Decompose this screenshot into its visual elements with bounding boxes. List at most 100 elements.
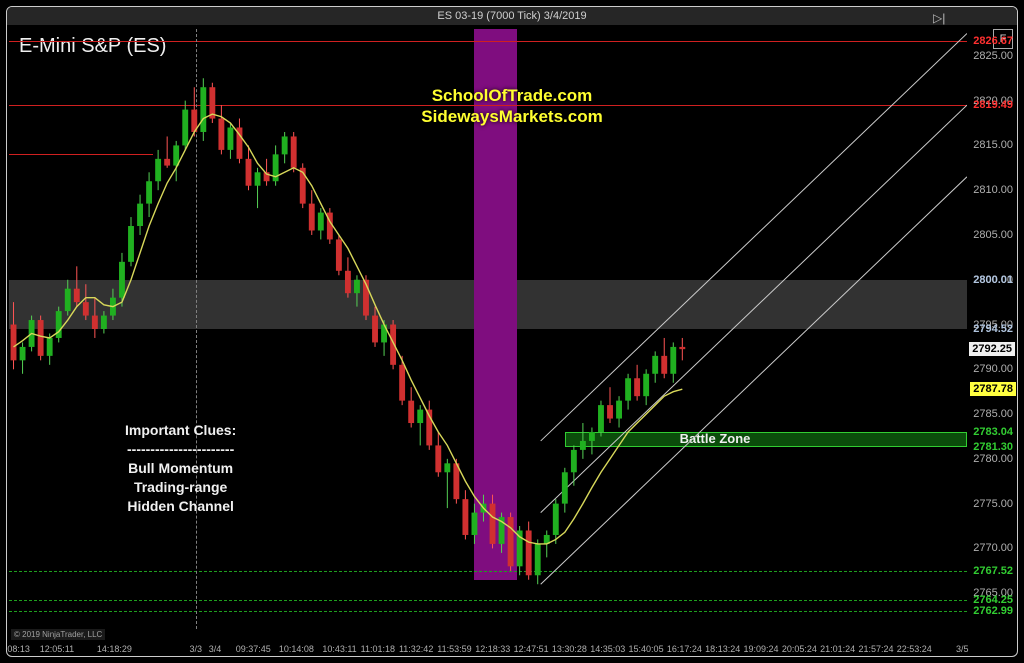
chart-window: ES 03-19 (7000 Tick) 3/4/2019 F E-Mini S… bbox=[6, 6, 1018, 657]
candle-body bbox=[472, 513, 478, 535]
clues-divider: ----------------------- bbox=[125, 440, 236, 459]
candle-body bbox=[92, 316, 98, 329]
window-title: ES 03-19 (7000 Tick) 3/4/2019 bbox=[437, 10, 586, 22]
candle-body bbox=[146, 181, 152, 203]
candle-body bbox=[679, 347, 685, 349]
candle-body bbox=[38, 320, 44, 356]
x-tick-label: 11:32:42 bbox=[399, 644, 433, 654]
x-tick-label: 10:43:11 bbox=[322, 644, 356, 654]
candle-body bbox=[47, 338, 53, 356]
candle-body bbox=[137, 204, 143, 226]
candle-body bbox=[580, 441, 586, 450]
x-tick-label: 11:53:59 bbox=[437, 644, 471, 654]
candle-body bbox=[408, 401, 414, 423]
candle-body bbox=[128, 226, 134, 262]
x-tick-label: 14:35:03 bbox=[590, 644, 625, 654]
x-tick-label: 20:05:24 bbox=[782, 644, 817, 654]
candle-body bbox=[164, 159, 170, 166]
candle-body bbox=[354, 280, 360, 293]
channel-mid bbox=[541, 105, 967, 512]
candle-body bbox=[345, 271, 351, 293]
candle-body bbox=[291, 136, 297, 167]
candle-body bbox=[625, 378, 631, 400]
price-level-label: 2783.04 bbox=[973, 426, 1013, 438]
candle-body bbox=[562, 472, 568, 503]
candle-body bbox=[535, 544, 541, 575]
copyright-text: © 2019 NinjaTrader, LLC bbox=[11, 629, 105, 640]
x-tick-label: 16:17:24 bbox=[667, 644, 702, 654]
promo-overlay: SchoolOfTrade.com SidewaysMarkets.com bbox=[421, 85, 602, 128]
price-level-label: 2800.01 bbox=[973, 274, 1013, 286]
x-tick-label: 14:18:29 bbox=[97, 644, 132, 654]
x-axis: 08:1312:05:1114:18:293/33/409:37:4510:14… bbox=[9, 640, 967, 654]
candle-body bbox=[598, 405, 604, 432]
candle-body bbox=[74, 289, 80, 302]
candle-body bbox=[670, 347, 676, 374]
x-tick-label: 3/3 bbox=[190, 644, 203, 654]
x-tick-label: 15:40:05 bbox=[629, 644, 664, 654]
x-tick-label: 18:13:24 bbox=[705, 644, 740, 654]
candle-body bbox=[390, 325, 396, 365]
x-tick-label: 12:47:51 bbox=[514, 644, 549, 654]
price-level-label: 2767.52 bbox=[973, 565, 1013, 577]
x-tick-label: 10:14:08 bbox=[279, 644, 314, 654]
price-level-label: 2819.49 bbox=[973, 99, 1013, 111]
candle-body bbox=[246, 159, 252, 186]
candle-body bbox=[227, 128, 233, 150]
y-axis: 2765.002770.002775.002780.002785.002790.… bbox=[967, 29, 1017, 629]
candle-body bbox=[444, 463, 450, 472]
y-tick-label: 2775.00 bbox=[973, 498, 1013, 510]
price-level-label: 2781.30 bbox=[973, 441, 1013, 453]
x-tick-label: 11:01:18 bbox=[361, 644, 395, 654]
clues-line-3: Hidden Channel bbox=[125, 497, 236, 516]
candle-body bbox=[571, 450, 577, 472]
x-tick-label: 12:05:11 bbox=[40, 644, 74, 654]
promo-line-2: SidewaysMarkets.com bbox=[421, 106, 602, 127]
x-tick-label: 08:13 bbox=[7, 644, 30, 654]
candle-body bbox=[589, 432, 595, 441]
candle-body bbox=[643, 374, 649, 396]
candle-body bbox=[661, 356, 667, 374]
candle-body bbox=[553, 504, 559, 535]
y-tick-label: 2810.00 bbox=[973, 184, 1013, 196]
y-tick-label: 2780.00 bbox=[973, 453, 1013, 465]
clues-heading: Important Clues: bbox=[125, 421, 236, 440]
window-titlebar: ES 03-19 (7000 Tick) 3/4/2019 bbox=[7, 7, 1017, 25]
promo-line-1: SchoolOfTrade.com bbox=[421, 85, 602, 106]
y-tick-label: 2790.00 bbox=[973, 363, 1013, 375]
ema-price-box: 2787.78 bbox=[970, 382, 1016, 396]
candle-body bbox=[65, 289, 71, 311]
x-tick-label: 19:09:24 bbox=[743, 644, 778, 654]
candle-body bbox=[101, 316, 107, 329]
candle-body bbox=[218, 119, 224, 150]
candle-body bbox=[490, 504, 496, 544]
clues-line-1: Bull Momentum bbox=[125, 459, 236, 478]
candle-body bbox=[336, 239, 342, 270]
candle-body bbox=[255, 172, 261, 185]
price-level-label: 2762.99 bbox=[973, 605, 1013, 617]
x-axis-end-date: 3/5 bbox=[956, 644, 969, 654]
price-level-label: 2826.67 bbox=[973, 35, 1013, 47]
candle-body bbox=[634, 378, 640, 396]
x-tick-label: 12:18:33 bbox=[475, 644, 510, 654]
candle-body bbox=[508, 517, 514, 566]
candle-body bbox=[607, 405, 613, 418]
candle-body bbox=[155, 159, 161, 181]
x-tick-label: 22:53:24 bbox=[897, 644, 932, 654]
playback-icon[interactable]: ▷| bbox=[933, 11, 957, 25]
candle-body bbox=[83, 302, 89, 315]
y-tick-label: 2785.00 bbox=[973, 408, 1013, 420]
x-tick-label: 21:57:24 bbox=[858, 644, 893, 654]
price-level-label: 2764.25 bbox=[973, 594, 1013, 606]
candle-body bbox=[309, 204, 315, 231]
candle-body bbox=[417, 410, 423, 423]
candle-body bbox=[119, 262, 125, 298]
candle-body bbox=[399, 365, 405, 401]
x-tick-label: 3/4 bbox=[209, 644, 222, 654]
candle-body bbox=[652, 356, 658, 374]
candle-body bbox=[200, 87, 206, 132]
ema-line bbox=[14, 114, 683, 544]
clues-overlay: Important Clues: -----------------------… bbox=[125, 421, 236, 515]
price-level-label: 2794.52 bbox=[973, 323, 1013, 335]
candle-body bbox=[182, 110, 188, 146]
